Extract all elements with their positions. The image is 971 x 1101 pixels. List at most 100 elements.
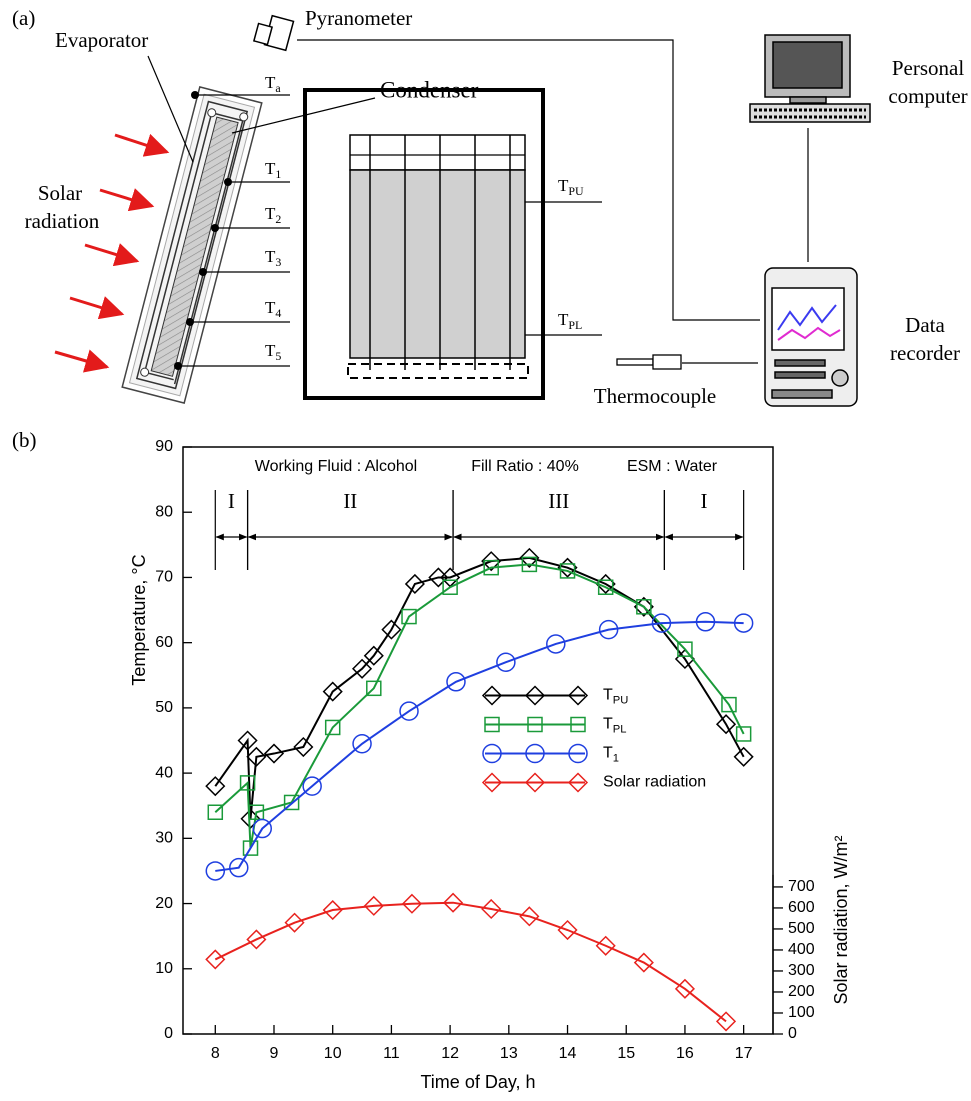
legend-marker (524, 685, 546, 706)
legend-marker (524, 772, 546, 793)
data-point (597, 579, 614, 595)
sensor-label: T3 (265, 247, 281, 269)
data-point (715, 714, 737, 735)
data-point (633, 952, 654, 973)
storage-tank (303, 88, 545, 400)
thermocouple-icon-part (616, 358, 654, 366)
sensor-label: T2 (265, 204, 281, 226)
data-point (324, 719, 341, 736)
radiation-arrows-part (69, 296, 125, 320)
data-point (481, 898, 502, 920)
evaporator-part (239, 112, 249, 122)
legend-marker (527, 716, 543, 733)
panel-label: (b) (12, 428, 37, 452)
data-point (695, 612, 716, 632)
data-point (595, 935, 616, 956)
label: computer (888, 84, 967, 108)
data-point (674, 978, 696, 999)
computer-icon-part (789, 96, 827, 104)
radiation-arrows-part (99, 188, 155, 212)
data-point (598, 619, 619, 640)
data-point (721, 696, 737, 713)
storage-tank-part (349, 169, 526, 359)
data-point (483, 559, 499, 576)
data-point (559, 563, 576, 579)
legend-marker (570, 716, 586, 733)
y2-tick-label: 200 (788, 983, 815, 1000)
data-point (715, 1011, 737, 1032)
data-point (205, 949, 226, 970)
y2-tick-label: 400 (788, 941, 815, 958)
y2-tick-label: 500 (788, 920, 815, 937)
label: radiation (25, 209, 100, 233)
data-point (363, 645, 384, 666)
plot-frame (182, 446, 774, 1035)
data-point (207, 804, 224, 820)
recorder-icon-part (777, 326, 841, 341)
pyranometer-icon (252, 14, 295, 52)
data-point (205, 861, 226, 881)
recorder-icon (764, 267, 858, 407)
data-point (252, 818, 273, 839)
label: Condenser (380, 77, 479, 102)
data-point (401, 608, 417, 625)
y-axis-title: Temperature, °C (129, 554, 149, 685)
x-tick-label: 16 (676, 1045, 694, 1062)
data-point (677, 641, 693, 657)
signal-wire (297, 39, 760, 321)
thermocouple-icon-part (652, 354, 682, 370)
x-tick-label: 12 (441, 1045, 459, 1062)
x-tick-label: 13 (500, 1045, 518, 1062)
sensor-label: T5 (265, 341, 281, 363)
sensor-label: Ta (265, 73, 281, 95)
data-point (557, 919, 578, 941)
data-point (521, 556, 538, 573)
data-point (651, 613, 672, 633)
label: Thermocouple (594, 384, 716, 408)
x-tick-label: 11 (383, 1045, 400, 1062)
y2-axis-title: Solar radiation, W/m² (831, 835, 851, 1004)
thermocouple-icon (616, 354, 682, 370)
annotation: Fill Ratio : 40% (471, 458, 579, 475)
data-point (351, 658, 373, 679)
y2-tick-label: 0 (788, 1025, 797, 1042)
legend-label: Solar radiation (603, 774, 706, 791)
legend-label: TPU (603, 687, 628, 707)
data-point (352, 734, 372, 754)
sensor-label: T1 (265, 159, 281, 181)
data-point (246, 746, 267, 767)
data-point (205, 776, 226, 797)
storage-tank-part (303, 88, 545, 400)
y-tick-label: 80 (155, 503, 173, 520)
y-tick-label: 90 (155, 438, 173, 455)
computer-icon-part (749, 103, 871, 123)
data-point (446, 672, 466, 692)
x-tick-label: 17 (735, 1045, 753, 1062)
recorder-icon-part (774, 371, 826, 379)
evaporator-part (135, 100, 249, 390)
diagram-part: Ta T1 T2 T3 T4 T5 TPU TPL (265, 73, 584, 363)
legend-marker (568, 743, 588, 764)
evaporator (121, 86, 263, 404)
y-tick-label: 60 (155, 634, 173, 651)
recorder-icon-part (771, 287, 845, 351)
data-point (404, 573, 425, 595)
evaporator-part (140, 367, 150, 377)
legend-marker (525, 743, 545, 764)
radiation-arrows-part (54, 349, 110, 373)
annotation: ESM : Water (627, 458, 718, 475)
x-tick-label: 10 (324, 1045, 342, 1062)
panel-label: (a) (12, 6, 35, 30)
phase-label: II (343, 489, 357, 513)
data-point (519, 906, 540, 927)
label: Data (905, 313, 945, 337)
diagram: (a) (12, 6, 968, 408)
data-point (242, 840, 259, 856)
evaporator-part (150, 116, 239, 377)
recorder-icon-part (774, 359, 826, 367)
data-point (733, 613, 754, 633)
annotation: Working Fluid : Alcohol (255, 458, 417, 475)
x-tick-label: 14 (559, 1045, 577, 1062)
sensor-dots-part (199, 268, 207, 276)
